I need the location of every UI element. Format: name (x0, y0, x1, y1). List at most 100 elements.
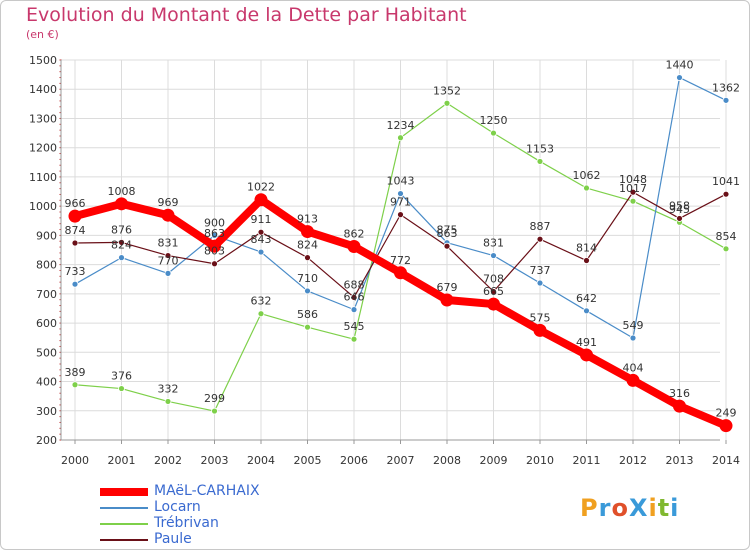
data-point (257, 228, 265, 236)
data-point (347, 239, 361, 253)
chart-title: Evolution du Montant de la Dette par Hab… (26, 4, 467, 26)
data-point (71, 280, 79, 288)
x-tick-label: 2011 (573, 454, 601, 467)
x-tick-label: 2002 (154, 454, 182, 467)
x-tick-label: 2003 (201, 454, 229, 467)
data-label: 1022 (247, 181, 275, 194)
data-point (487, 297, 500, 311)
data-point (397, 211, 404, 219)
y-tick-label: 1100 (29, 171, 57, 184)
legend-label: Paule (154, 531, 192, 547)
data-point (719, 419, 733, 433)
data-point (118, 238, 125, 246)
data-label: 545 (344, 320, 365, 333)
legend-item: Locarn (100, 499, 360, 516)
x-tick-label: 2012 (619, 454, 647, 467)
data-label: 710 (297, 272, 318, 285)
legend-label: MAëL-CARHAIX (154, 483, 260, 499)
data-point (208, 239, 221, 253)
data-label: 1153 (526, 142, 554, 155)
data-point (722, 190, 730, 198)
data-label: 1250 (480, 114, 508, 127)
data-point (580, 348, 593, 362)
data-point (115, 197, 128, 211)
data-label: 831 (483, 237, 504, 250)
data-label: 708 (483, 273, 504, 286)
data-point (254, 193, 268, 207)
data-label: 875 (437, 224, 458, 237)
data-point (443, 99, 451, 107)
data-label: 863 (437, 227, 458, 240)
data-point (443, 242, 451, 250)
data-point (118, 385, 125, 392)
data-label: 863 (204, 227, 225, 240)
y-tick-label: 500 (36, 346, 57, 359)
data-label: 737 (530, 264, 551, 277)
data-point (397, 190, 404, 197)
chart-subtitle: (en €) (26, 28, 59, 41)
data-point (211, 231, 218, 239)
x-tick-label: 2007 (387, 454, 415, 467)
data-label: 632 (251, 295, 272, 308)
legend-label: Locarn (154, 499, 201, 515)
data-label: 389 (65, 366, 86, 379)
data-point (397, 134, 404, 142)
y-tick-label: 1300 (29, 112, 57, 125)
x-tick-label: 2013 (666, 454, 694, 467)
data-point (536, 158, 544, 165)
data-label: 316 (669, 387, 690, 400)
data-label: 911 (251, 213, 272, 226)
data-label: 945 (669, 203, 690, 216)
data-label: 969 (158, 196, 179, 209)
data-label: 966 (65, 197, 86, 210)
data-point (68, 209, 82, 223)
data-point (211, 407, 218, 415)
y-tick-label: 1000 (29, 200, 57, 213)
data-point (164, 269, 172, 277)
data-point (301, 225, 314, 239)
data-point (676, 215, 683, 222)
data-point (257, 248, 265, 256)
proxiti-logo: ProXiti (580, 494, 679, 522)
data-label: 831 (158, 237, 179, 250)
data-label: 843 (251, 233, 272, 246)
data-point (118, 254, 125, 262)
data-label: 491 (576, 336, 597, 349)
legend-swatch (100, 523, 148, 525)
data-point (536, 235, 544, 243)
y-tick-label: 1200 (29, 142, 57, 155)
data-point (722, 245, 730, 253)
data-point (71, 381, 79, 389)
x-tick-label: 2008 (433, 454, 461, 467)
data-label: 803 (204, 245, 225, 258)
data-label: 772 (390, 254, 411, 267)
data-point (440, 293, 454, 307)
legend-item: Trébrivan (100, 515, 360, 532)
x-tick-label: 2010 (526, 454, 554, 467)
data-label: 249 (716, 407, 737, 420)
data-label: 1234 (387, 119, 415, 132)
logo-letter: P (580, 494, 599, 522)
data-point (304, 287, 311, 295)
x-tick-label: 2001 (108, 454, 136, 467)
data-label: 900 (204, 216, 225, 229)
x-tick-label: 2004 (247, 454, 275, 467)
data-label: 824 (297, 239, 318, 252)
data-label: 1440 (666, 59, 694, 72)
data-point (536, 279, 544, 287)
legend-label: Trébrivan (154, 515, 219, 531)
x-tick-label: 2014 (712, 454, 740, 467)
y-tick-label: 600 (36, 317, 57, 330)
data-label: 376 (111, 370, 132, 383)
data-label: 854 (716, 230, 737, 243)
data-label: 679 (437, 281, 458, 294)
data-point (583, 307, 590, 315)
logo-letter: i (648, 494, 658, 522)
data-label: 814 (576, 242, 597, 255)
y-tick-label: 1400 (29, 83, 57, 96)
data-point (676, 74, 683, 81)
data-label: 1041 (712, 175, 740, 188)
data-point (304, 254, 311, 262)
data-point (533, 323, 547, 337)
data-point (350, 335, 358, 343)
